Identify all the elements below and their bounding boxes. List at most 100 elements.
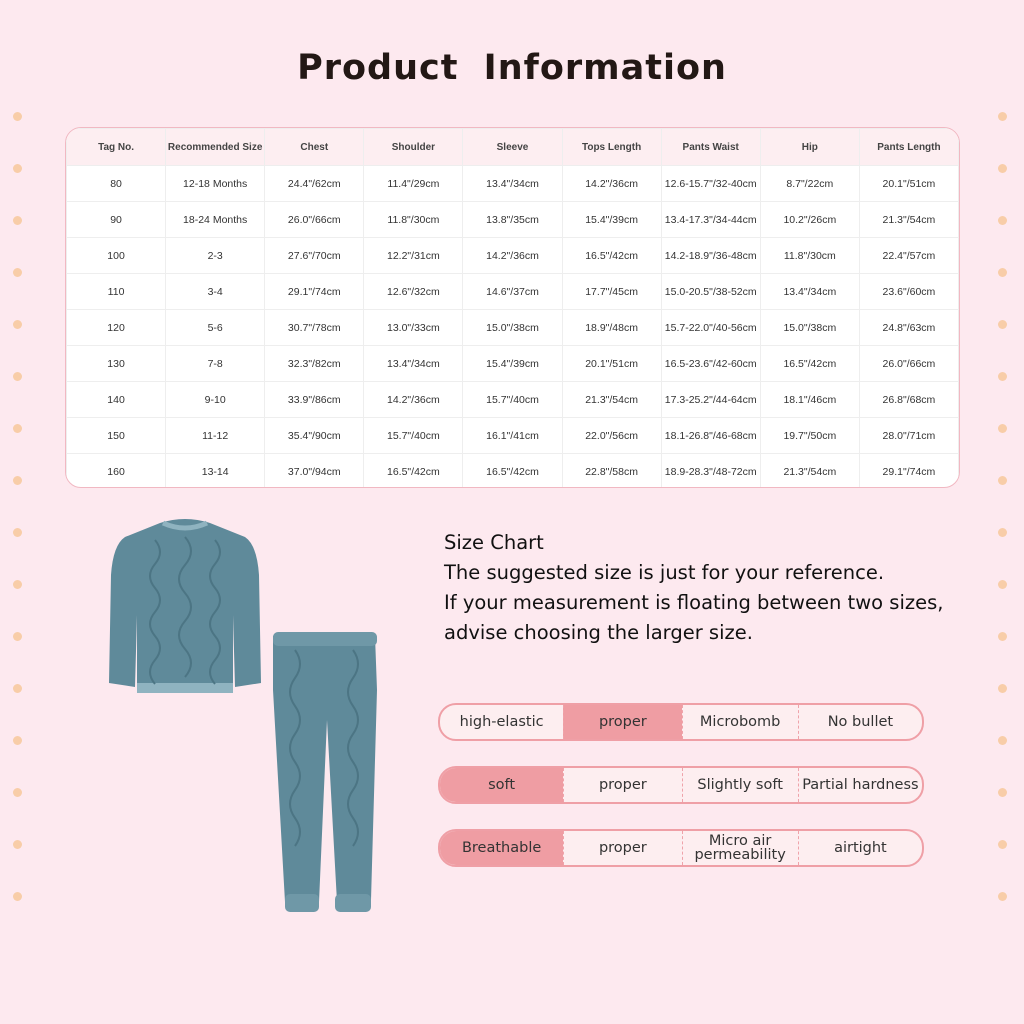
table-cell: 12-18 Months: [165, 165, 266, 202]
column-header: Pants Length: [858, 128, 959, 166]
table-cell: 19.7"/50cm: [759, 417, 860, 454]
table-cell: 28.0"/71cm: [858, 417, 959, 454]
table-cell: 90: [66, 201, 167, 238]
feature-cell: Micro air permeability: [681, 831, 798, 865]
table-cell: 15.7"/40cm: [363, 417, 464, 454]
decorative-dot: [998, 112, 1007, 121]
decorative-dot: [13, 320, 22, 329]
feature-cell: Slightly soft: [681, 768, 798, 802]
size-chart-note: Size Chart The suggested size is just fo…: [444, 528, 943, 648]
table-cell: 16.5-23.6"/42-60cm: [660, 345, 761, 382]
table-cell: 13.8"/35cm: [462, 201, 563, 238]
table-cell: 100: [66, 237, 167, 274]
table-cell: 13.4-17.3"/34-44cm: [660, 201, 761, 238]
table-row: 120 5-6 30.7"/78cm 13.0"/33cm 15.0"/38cm 18.9…: [66, 309, 959, 346]
table-cell: 5-6: [165, 309, 266, 346]
column-header: Tops Length: [561, 128, 662, 166]
table-cell: 11.4"/29cm: [363, 165, 464, 202]
table-cell: 23.6"/60cm: [858, 273, 959, 310]
feature-scale-row: soft proper Slightly soft Partial hardness: [438, 766, 924, 804]
table-cell: 7-8: [165, 345, 266, 382]
decorative-dot: [13, 684, 22, 693]
decorative-dot: [998, 476, 1007, 485]
decorative-dot: [13, 528, 22, 537]
column-header: Chest: [264, 128, 365, 166]
table-cell: 14.2"/36cm: [462, 237, 563, 274]
table-cell: 8.7"/22cm: [759, 165, 860, 202]
table-cell: 16.5"/42cm: [561, 237, 662, 274]
decorative-dot: [998, 736, 1007, 745]
table-cell: 22.4"/57cm: [858, 237, 959, 274]
decorative-dot: [998, 372, 1007, 381]
sweater-image: [109, 519, 261, 693]
table-cell: 18-24 Months: [165, 201, 266, 238]
decorative-dot: [998, 840, 1007, 849]
page-title: Product Information: [297, 48, 727, 88]
feature-scale-row: high-elastic proper Microbomb No bullet: [438, 703, 924, 741]
feature-scale-row: Breathable proper Micro air permeability ai…: [438, 829, 924, 867]
pants-image: [273, 632, 377, 912]
decorative-dot: [13, 892, 22, 901]
decorative-dot: [13, 736, 22, 745]
table-cell: 11-12: [165, 417, 266, 454]
table-cell: 12.6"/32cm: [363, 273, 464, 310]
table-cell: 14.2-18.9"/36-48cm: [660, 237, 761, 274]
table-cell: 29.1"/74cm: [858, 453, 959, 487]
decorative-dot: [13, 788, 22, 797]
column-header: Recommended Size: [165, 128, 266, 166]
table-cell: 24.4"/62cm: [264, 165, 365, 202]
table-cell: 11.8"/30cm: [759, 237, 860, 274]
table-row: 150 11-12 35.4"/90cm 15.7"/40cm 16.1"/41cm 22…: [66, 417, 959, 454]
table-cell: 18.1-26.8"/46-68cm: [660, 417, 761, 454]
table-cell: 15.0-20.5"/38-52cm: [660, 273, 761, 310]
table-header-row: Tag No. Recommended Size Chest Shoulder Slee…: [66, 128, 959, 166]
decorative-dot: [998, 580, 1007, 589]
table-cell: 12.2"/31cm: [363, 237, 464, 274]
table-cell: 27.6"/70cm: [264, 237, 365, 274]
table-cell: 150: [66, 417, 167, 454]
table-cell: 37.0"/94cm: [264, 453, 365, 487]
feature-cell: Microbomb: [681, 705, 798, 739]
table-cell: 21.3"/54cm: [561, 381, 662, 418]
table-cell: 2-3: [165, 237, 266, 274]
table-cell: 16.5"/42cm: [759, 345, 860, 382]
table-cell: 13.4"/34cm: [759, 273, 860, 310]
table-cell: 15.7"/40cm: [462, 381, 563, 418]
decorative-dot: [13, 424, 22, 433]
note-line: The suggested size is just for your refe…: [444, 561, 885, 584]
decorative-dot: [13, 632, 22, 641]
decorative-dot: [998, 216, 1007, 225]
table-cell: 16.5"/42cm: [462, 453, 563, 487]
size-table: Tag No. Recommended Size Chest Shoulder Slee…: [65, 127, 960, 488]
feature-cell: proper: [563, 831, 681, 865]
table-cell: 30.7"/78cm: [264, 309, 365, 346]
table-cell: 120: [66, 309, 167, 346]
decorative-dot: [998, 268, 1007, 277]
table-cell: 13.4"/34cm: [462, 165, 563, 202]
decorative-dot: [13, 164, 22, 173]
table-cell: 26.0"/66cm: [264, 201, 365, 238]
table-cell: 13.4"/34cm: [363, 345, 464, 382]
table-row: 100 2-3 27.6"/70cm 12.2"/31cm 14.2"/36cm 16.5…: [66, 237, 959, 274]
table-cell: 16.5"/42cm: [363, 453, 464, 487]
table-cell: 22.0"/56cm: [561, 417, 662, 454]
decorative-dot: [13, 476, 22, 485]
decorative-dot: [998, 320, 1007, 329]
table-cell: 21.3"/54cm: [858, 201, 959, 238]
column-header: Pants Waist: [660, 128, 761, 166]
table-cell: 20.1"/51cm: [561, 345, 662, 382]
feature-cell-selected: proper: [563, 705, 682, 739]
table-cell: 29.1"/74cm: [264, 273, 365, 310]
feature-cell: proper: [563, 768, 681, 802]
table-row: 80 12-18 Months 24.4"/62cm 11.4"/29cm 13.4"/…: [66, 165, 959, 202]
table-cell: 33.9"/86cm: [264, 381, 365, 418]
table-cell: 11.8"/30cm: [363, 201, 464, 238]
decorative-dot: [998, 632, 1007, 641]
table-cell: 12.6-15.7"/32-40cm: [660, 165, 761, 202]
table-cell: 26.8"/68cm: [858, 381, 959, 418]
table-cell: 20.1"/51cm: [858, 165, 959, 202]
table-row: 90 18-24 Months 26.0"/66cm 11.8"/30cm 13.8"/…: [66, 201, 959, 238]
feature-cell-selected: soft: [440, 768, 564, 802]
table-cell: 130: [66, 345, 167, 382]
table-cell: 80: [66, 165, 167, 202]
